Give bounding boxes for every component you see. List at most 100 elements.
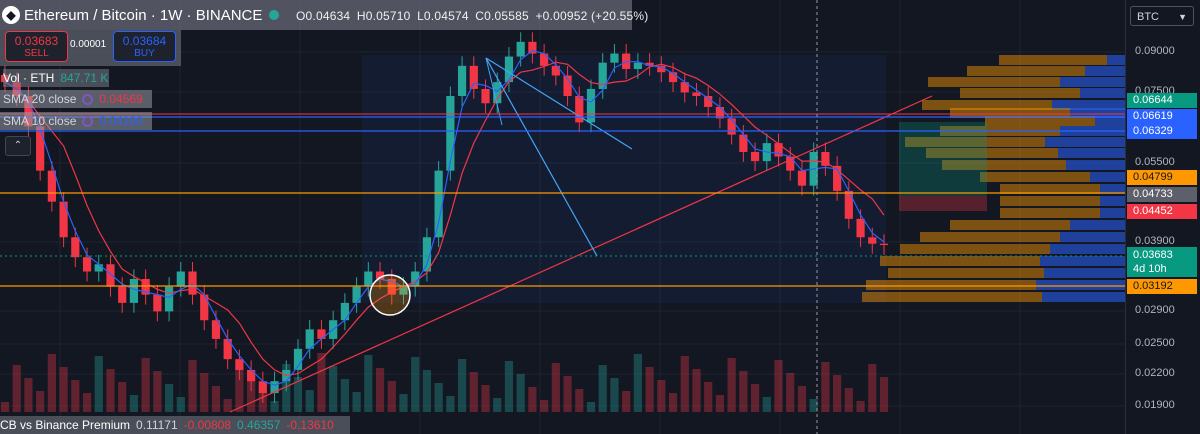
- indicator-value-1: 0.11171: [136, 418, 178, 432]
- price-tag-06644: 0.06644: [1127, 93, 1197, 108]
- candle-body: [200, 294, 209, 321]
- volume-profile-row-sell: [866, 280, 1036, 290]
- volume-bar: [387, 381, 396, 412]
- volume-bar: [24, 378, 33, 412]
- volume-bar: [516, 374, 525, 412]
- indicator-settings-icon[interactable]: [82, 94, 94, 106]
- volume-profile-row-sell: [880, 256, 1040, 266]
- volume-profile-row-sell: [950, 220, 1070, 230]
- ethereum-logo-icon: ◆: [2, 6, 20, 24]
- volume-bar: [106, 369, 115, 412]
- sma-10-label: SMA 10 close: [3, 114, 77, 128]
- candle-body: [457, 65, 467, 97]
- candle-body: [211, 320, 221, 339]
- sell-label: SELL: [24, 48, 49, 59]
- candle-body: [82, 257, 92, 272]
- ohlc-change: +0.00952 (+20.55%): [535, 9, 649, 23]
- sma-10-legend[interactable]: SMA 10 close 0.04180: [0, 112, 152, 130]
- buy-button[interactable]: 0.03684 BUY: [113, 31, 176, 62]
- symbol-title[interactable]: Ethereum / Bitcoin · 1W · BINANCE: [24, 7, 263, 24]
- indicator-value-3: 0.46357: [237, 418, 281, 432]
- symbol-legend-bar[interactable]: ◆ Ethereum / Bitcoin · 1W · BINANCE O0.0…: [0, 0, 648, 30]
- currency-selector[interactable]: BTC ▼: [1130, 6, 1194, 26]
- collapse-legend-button[interactable]: ⌃: [5, 136, 31, 156]
- candle-body: [118, 286, 127, 303]
- candle-body: [340, 302, 349, 321]
- candle-body: [247, 369, 256, 382]
- volume-legend[interactable]: Vol · ETH 847.71 K: [3, 69, 109, 87]
- candle-body: [317, 329, 326, 339]
- volume-profile-row: [1036, 280, 1125, 290]
- long-position-loss-zone: [899, 196, 987, 211]
- volume-bar: [129, 395, 139, 412]
- candle-body: [24, 96, 33, 127]
- price-tag-04733: 0.04733: [1127, 187, 1197, 202]
- candle-body: [47, 170, 56, 202]
- candle-body: [71, 237, 80, 258]
- sma-20-legend[interactable]: SMA 20 close 0.04569: [0, 90, 152, 108]
- volume-profile-row: [1045, 137, 1125, 147]
- price-tag-03192: 0.03192: [1127, 279, 1197, 294]
- candle-body: [715, 106, 725, 119]
- volume-profile-row: [1080, 88, 1125, 98]
- candle-body: [387, 278, 396, 295]
- ohlc-values: O0.04634 H0.05710 L0.04574 C0.05585 +0.0…: [296, 9, 652, 23]
- volume-bar: [399, 394, 408, 412]
- volume-bar: [329, 366, 338, 412]
- candle-body: [223, 338, 232, 360]
- candle-body: [446, 96, 455, 171]
- indicator-legend-bar[interactable]: CB vs Binance Premium 0.11171 -0.00808 0.46…: [0, 416, 350, 434]
- candle-body: [94, 264, 103, 272]
- ohlc-low: L0.04574: [417, 9, 469, 23]
- axis-tick: 0.03900: [1135, 235, 1175, 247]
- volume-bar: [657, 380, 666, 412]
- volume-bar: [575, 389, 584, 412]
- volume-bar: [12, 365, 21, 412]
- indicator-settings-icon[interactable]: [82, 116, 94, 128]
- sma-20-value: 0.04569: [99, 92, 143, 106]
- price-tag-04452: 0.04452: [1127, 204, 1197, 219]
- candle-body: [59, 201, 68, 238]
- volume-bar: [586, 402, 596, 412]
- volume-profile-row: [1107, 55, 1125, 65]
- candle-body: [586, 88, 596, 123]
- volume-bar: [352, 392, 361, 412]
- candle-body: [797, 170, 807, 186]
- volume-profile-row: [1085, 66, 1125, 76]
- volume-profile-row-sell: [905, 137, 1045, 147]
- volume-bar: [469, 372, 478, 412]
- sell-button[interactable]: 0.03683 SELL: [5, 31, 68, 62]
- candle-body: [610, 53, 619, 63]
- volume-bar: [504, 361, 514, 412]
- axis-tick: 0.02200: [1135, 367, 1175, 379]
- candle-body: [129, 278, 139, 303]
- volume-bar: [340, 379, 349, 412]
- volume-bar: [762, 397, 771, 412]
- volume-profile-row: [1090, 172, 1125, 182]
- volume-profile-row-sell: [950, 108, 1070, 118]
- volume-bar: [493, 398, 502, 412]
- volume-bar: [739, 371, 748, 412]
- volume-profile-row-sell: [960, 88, 1080, 98]
- highlight-circle: [369, 274, 411, 316]
- volume-profile-row-sell: [862, 292, 1042, 302]
- volume-bar: [633, 354, 642, 412]
- candle-body: [258, 381, 267, 394]
- candle-body: [528, 41, 537, 54]
- last-price-value: 0.03683: [1133, 249, 1173, 261]
- volume-profile-row: [1060, 77, 1125, 87]
- volume-bar: [176, 397, 185, 412]
- candle-body: [868, 237, 877, 244]
- candle-body: [879, 243, 889, 246]
- candle-body: [293, 348, 303, 370]
- volume-profile-row: [1100, 196, 1125, 206]
- volume-profile-row-sell: [1000, 196, 1100, 206]
- candle-body: [786, 156, 795, 171]
- volume-profile-row-sell: [1000, 184, 1100, 194]
- volume-profile-row-sell: [922, 100, 1052, 110]
- volume-profile-row-sell: [985, 116, 1095, 126]
- indicator-value-2: -0.00808: [183, 418, 232, 432]
- volume-profile-row: [1050, 244, 1125, 254]
- volume-profile-row-sell: [980, 172, 1090, 182]
